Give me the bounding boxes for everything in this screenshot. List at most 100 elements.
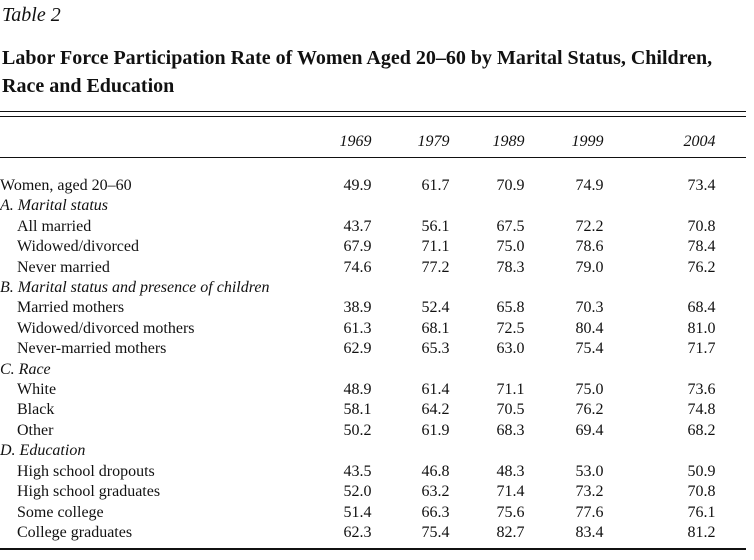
- cell-value: 74.9: [575, 177, 604, 194]
- cell-value: [603, 360, 715, 380]
- cell-value: 68.4: [687, 299, 716, 317]
- row-label: Some college: [17, 503, 104, 521]
- cell-value: 58.1: [343, 401, 372, 419]
- cell-value: 67.9: [343, 238, 372, 256]
- cell-value: [449, 278, 524, 298]
- row-label: A. Marital status: [0, 197, 109, 215]
- section-row: D. Education: [0, 441, 715, 461]
- table-row: Some college 51.4 66.3 75.6 77.6 76.1: [0, 503, 715, 523]
- cell-value: 76.1: [687, 503, 716, 521]
- cell-value: [603, 441, 715, 461]
- top-rule: [0, 111, 746, 112]
- cell-value: 72.2: [575, 217, 604, 235]
- row-label: D. Education: [0, 442, 86, 460]
- cell-value: 73.2: [575, 483, 604, 501]
- cell-value: 46.8: [421, 462, 450, 480]
- table-row: Never married 74.6 77.2 78.3 79.0 76.2: [0, 258, 715, 278]
- cell-value: 43.5: [343, 462, 372, 480]
- cell-value: 81.0: [687, 319, 716, 337]
- data-table: 1969 1979 1989 1999 2004 Women, aged 20–…: [0, 131, 715, 543]
- row-label: Married mothers: [17, 299, 125, 317]
- cell-value: 43.7: [343, 217, 372, 235]
- cell-value: 56.1: [421, 217, 450, 235]
- cell-value: 70.3: [575, 299, 604, 317]
- cell-value: 71.1: [421, 238, 450, 256]
- cell-value: 38.9: [343, 299, 372, 317]
- section-row: C. Race: [0, 360, 715, 380]
- cell-value: [371, 196, 449, 216]
- table-row: Married mothers 38.9 52.4 65.8 70.3 68.4: [0, 298, 715, 318]
- row-label: B. Marital status and presence of childr…: [0, 279, 270, 297]
- table-row: College graduates 62.3 75.4 82.7 83.4 81.2: [0, 523, 715, 543]
- cell-value: 70.9: [496, 177, 525, 194]
- row-label: Never-married mothers: [17, 340, 167, 358]
- cell-value: 75.4: [575, 340, 604, 358]
- cell-value: 66.3: [421, 503, 450, 521]
- table-row: All married 43.7 56.1 67.5 72.2 70.8: [0, 217, 715, 237]
- cell-value: 65.8: [496, 299, 525, 317]
- cell-value: [603, 278, 715, 298]
- row-label: Never married: [17, 258, 110, 276]
- cell-value: 81.2: [687, 523, 716, 541]
- cell-value: 73.4: [687, 177, 716, 194]
- table-row: Other 50.2 61.9 68.3 69.4 68.2: [0, 421, 715, 441]
- cell-value: 80.4: [575, 319, 604, 337]
- cell-value: [269, 278, 371, 298]
- cell-value: [269, 441, 371, 461]
- cell-value: 48.3: [496, 462, 525, 480]
- cell-value: 70.8: [687, 217, 716, 235]
- section-row: A. Marital status: [0, 196, 715, 216]
- row-label: High school graduates: [17, 483, 161, 501]
- cell-value: 75.0: [575, 381, 604, 399]
- row-label: High school dropouts: [17, 462, 155, 480]
- cell-value: 61.3: [343, 319, 372, 337]
- row-label: C. Race: [0, 360, 51, 378]
- table-row: High school graduates 52.0 63.2 71.4 73.2 70.…: [0, 482, 715, 502]
- top-rule-2: [0, 116, 746, 117]
- cell-value: 51.4: [343, 503, 372, 521]
- header-rule: [0, 157, 746, 158]
- cell-value: [269, 196, 371, 216]
- cell-value: 63.0: [496, 340, 525, 358]
- row-label: Widowed/divorced: [17, 238, 139, 256]
- cell-value: 75.6: [496, 503, 525, 521]
- cell-value: 67.5: [496, 217, 525, 235]
- row-label: Other: [17, 421, 54, 439]
- cell-value: 49.9: [343, 177, 372, 194]
- table-row: Women, aged 20–60 49.9 61.7 70.9 74.9 73.4: [0, 176, 715, 196]
- cell-value: 74.8: [687, 401, 716, 419]
- cell-value: 62.9: [343, 340, 372, 358]
- cell-value: 82.7: [496, 523, 525, 541]
- cell-value: 69.4: [575, 421, 604, 439]
- cell-value: 83.4: [575, 523, 604, 541]
- table-row: White 48.9 61.4 71.1 75.0 73.6: [0, 380, 715, 400]
- column-header: 1989: [492, 133, 525, 150]
- cell-value: 72.5: [496, 319, 525, 337]
- table-row: Black 58.1 64.2 70.5 76.2 74.8: [0, 400, 715, 420]
- cell-value: 61.7: [421, 177, 450, 194]
- cell-value: 62.3: [343, 523, 372, 541]
- section-row: B. Marital status and presence of childr…: [0, 278, 715, 298]
- cell-value: 48.9: [343, 381, 372, 399]
- row-label: All married: [17, 217, 92, 235]
- cell-value: 70.8: [687, 483, 716, 501]
- cell-value: 53.0: [575, 462, 604, 480]
- cell-value: 68.3: [496, 421, 525, 439]
- row-label: Widowed/divorced mothers: [17, 319, 195, 337]
- table-row: Widowed/divorced mothers 61.3 68.1 72.5 80.4…: [0, 319, 715, 339]
- cell-value: [524, 360, 603, 380]
- cell-value: 64.2: [421, 401, 450, 419]
- cell-value: 50.9: [687, 462, 716, 480]
- cell-value: [603, 196, 715, 216]
- cell-value: [524, 196, 603, 216]
- column-header: 1969: [339, 133, 372, 150]
- cell-value: [449, 196, 524, 216]
- cell-value: 52.0: [343, 483, 372, 501]
- cell-value: 52.4: [421, 299, 450, 317]
- cell-value: 63.2: [421, 483, 450, 501]
- cell-value: [524, 278, 603, 298]
- cell-value: 68.1: [421, 319, 450, 337]
- row-label: White: [17, 381, 57, 399]
- column-header: 1999: [571, 133, 604, 150]
- cell-value: [449, 360, 524, 380]
